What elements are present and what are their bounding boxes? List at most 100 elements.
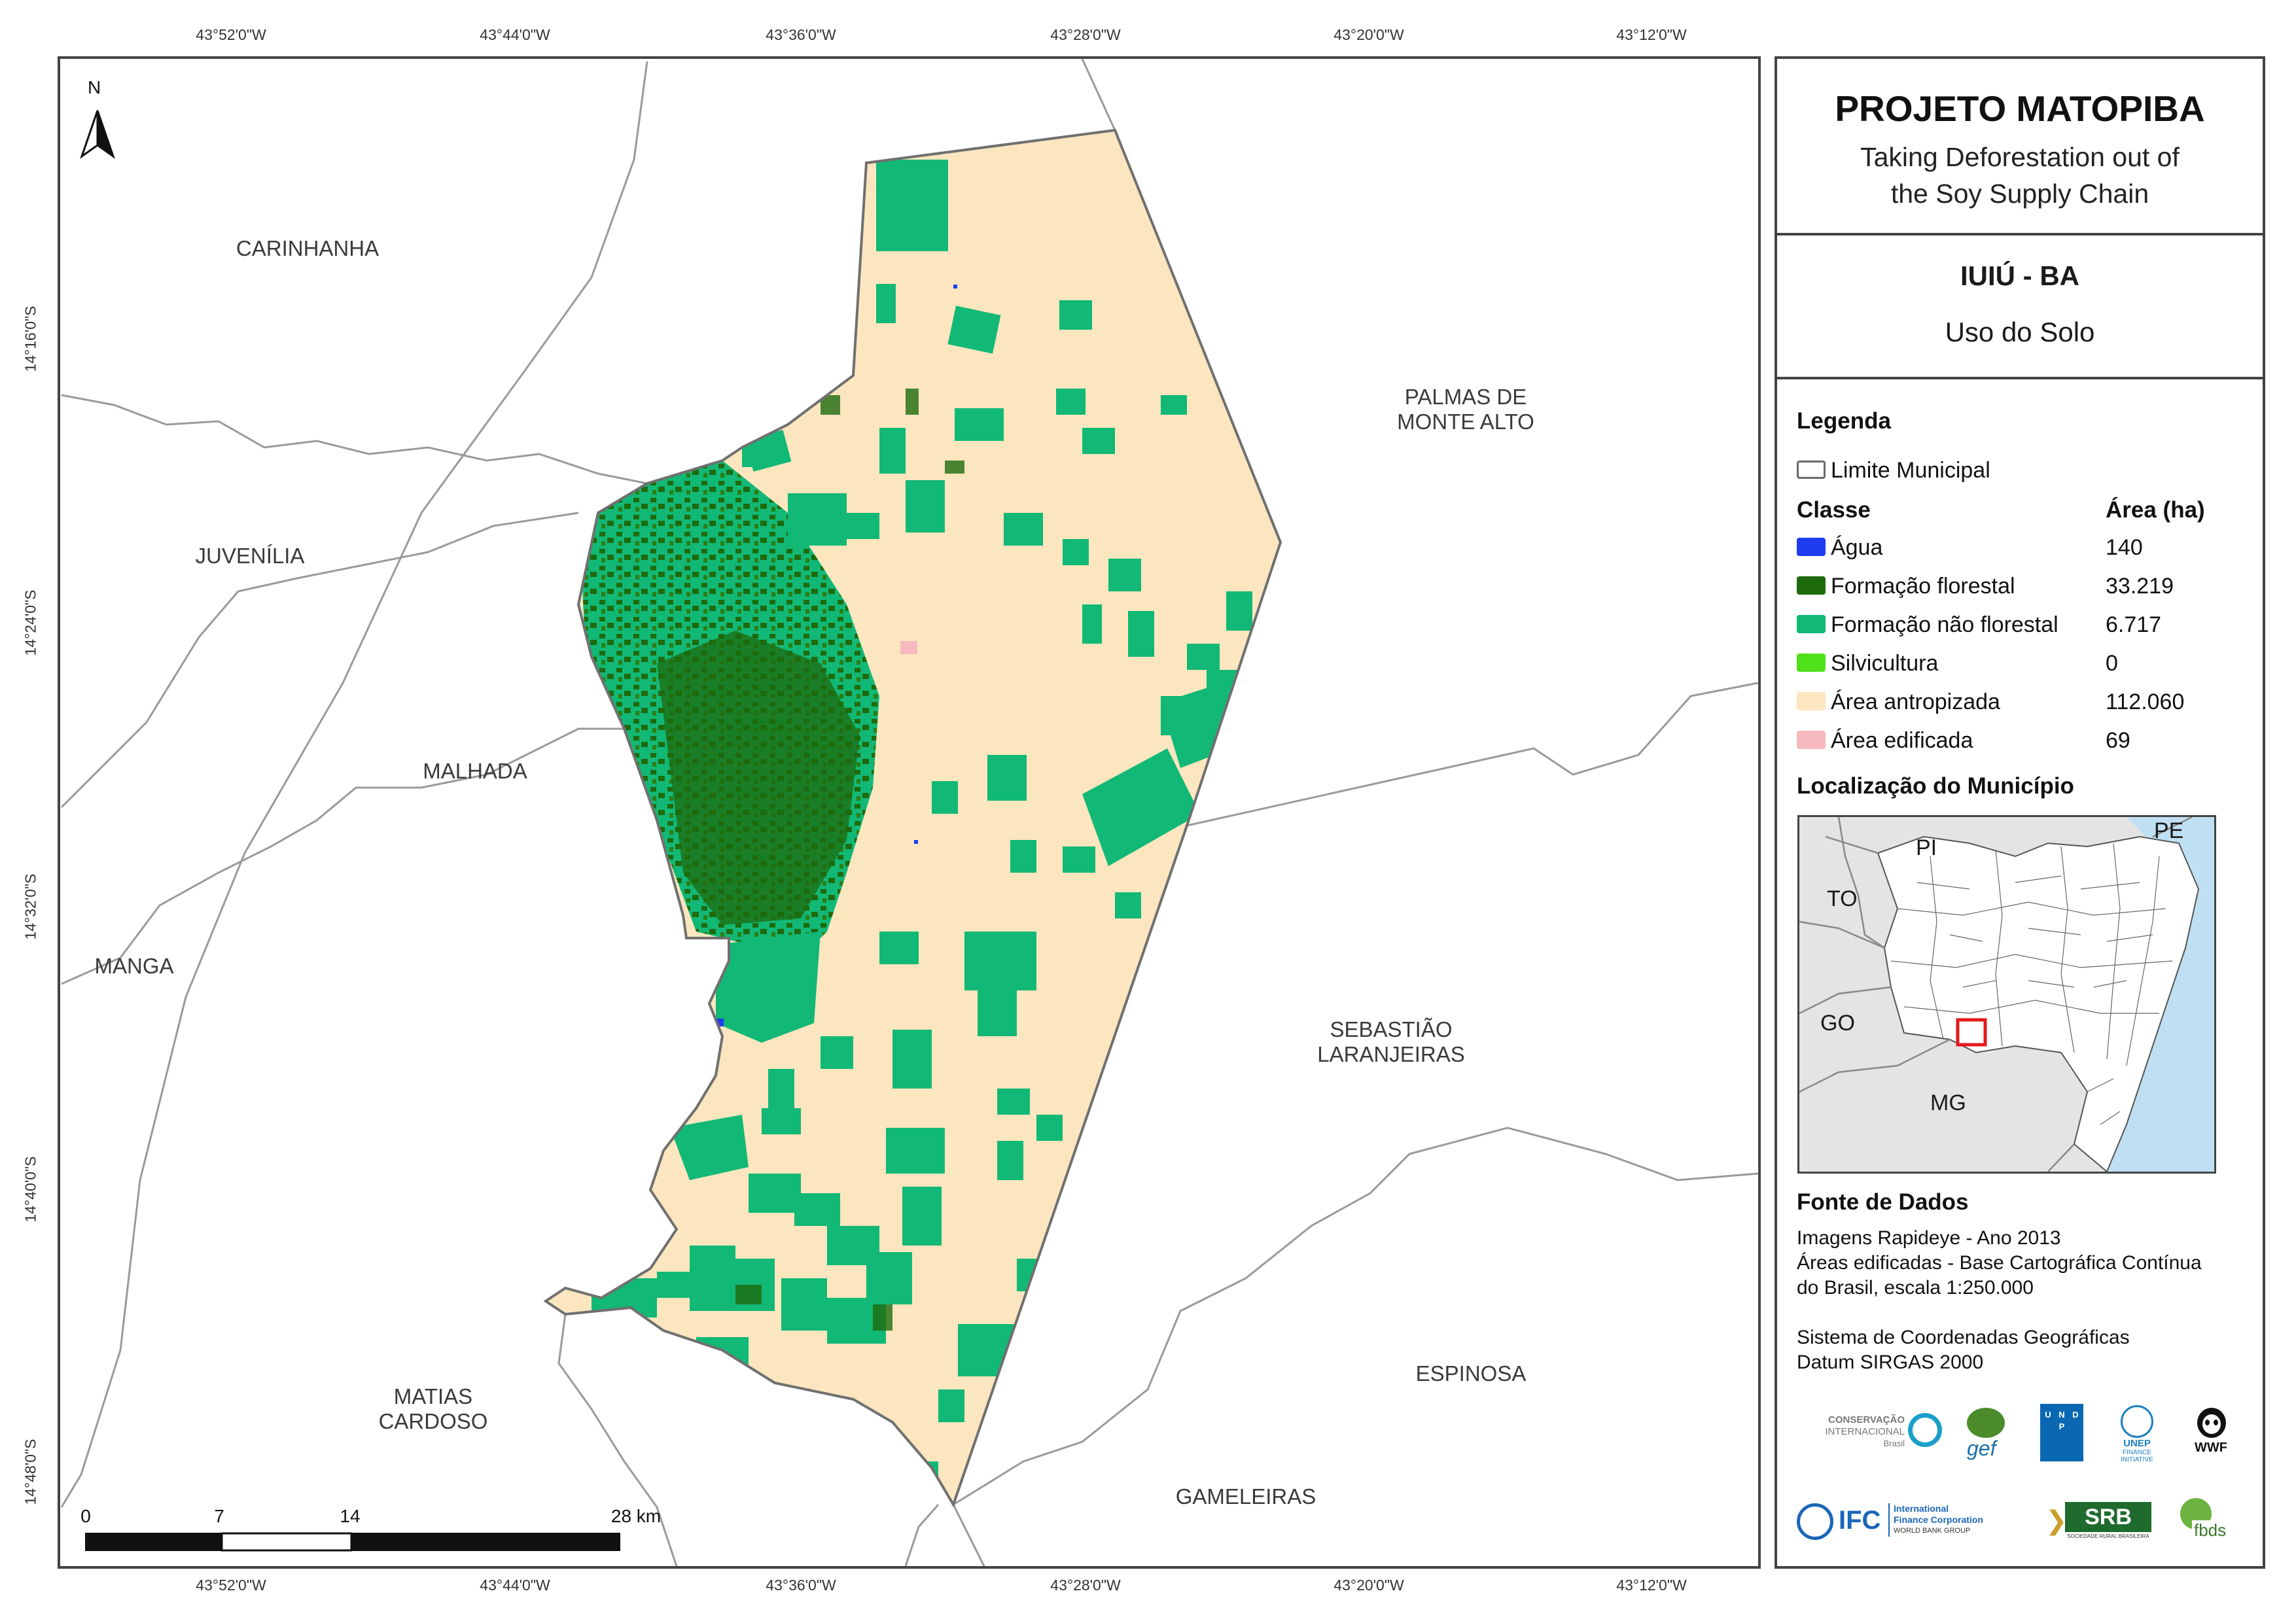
wwf-logo: WWF bbox=[2188, 1405, 2234, 1456]
locator-map[interactable]: PI PE TO GO MG bbox=[1797, 815, 2216, 1174]
ci-logo-icon bbox=[1908, 1413, 1942, 1447]
label-malhada: MALHADA bbox=[423, 759, 527, 783]
lon-label-bottom-4: 43°28'0"W bbox=[1050, 1577, 1121, 1594]
ifc-logo-caption: International Finance Corporation WORLD … bbox=[1888, 1503, 1983, 1537]
map-theme: Uso do Solo bbox=[1945, 317, 2095, 347]
lon-label-bottom-6: 43°12'0"W bbox=[1616, 1577, 1687, 1594]
gef-logo: gef bbox=[1960, 1408, 2013, 1460]
lon-label-top-6: 43°12'0"W bbox=[1616, 26, 1687, 43]
unep-logo-text-1: UNEP bbox=[2123, 1438, 2151, 1449]
locator-map-canvas bbox=[1799, 817, 2214, 1172]
globe-icon bbox=[1967, 1408, 2005, 1438]
silviculture-swatch bbox=[1797, 654, 1826, 672]
map-canvas bbox=[60, 59, 1758, 1566]
gef-logo-text: gef bbox=[1967, 1437, 1996, 1460]
ci-logo: CONSERVAÇÃO INTERNACIONAL Brasil bbox=[1797, 1414, 1905, 1450]
forest-swatch bbox=[1797, 576, 1826, 595]
anthropized-swatch bbox=[1797, 692, 1826, 710]
legend-item-value: 0 bbox=[2106, 651, 2118, 676]
label-sebastiao-laranjeiras: SEBASTIÃO LARANJEIRAS bbox=[1317, 1017, 1465, 1066]
source-line-5: Datum SIRGAS 2000 bbox=[1797, 1352, 1984, 1373]
municipality-name: IUIÚ - BA bbox=[1960, 260, 2079, 291]
municipality-panel: IUIÚ - BA Uso do Solo bbox=[1775, 233, 2265, 379]
project-title: PROJETO MATOPIBA bbox=[1835, 88, 2205, 129]
map-frame[interactable]: N CARINHANHA JUVENÍLIA MALHADA MANGA MAT… bbox=[58, 56, 1761, 1569]
unep-logo-text-3: INITIATIVE bbox=[2121, 1456, 2153, 1463]
source-line-2: Áreas edificadas - Base Cartográfica Con… bbox=[1797, 1252, 2202, 1274]
unep-logo-text-2: FINANCE bbox=[2123, 1449, 2151, 1456]
legend-item-value: 140 bbox=[2106, 535, 2143, 560]
scale-label-28: 28 km bbox=[610, 1506, 662, 1526]
label-matias-cardoso: MATIAS CARDOSO bbox=[378, 1384, 488, 1433]
legend-item-value: 6.717 bbox=[2106, 612, 2162, 637]
scale-label-14: 14 bbox=[340, 1506, 361, 1526]
lon-label-top-2: 43°44'0"W bbox=[480, 26, 550, 43]
locator-label-pe: PE bbox=[2154, 818, 2184, 843]
lon-label-bottom-5: 43°20'0"W bbox=[1333, 1577, 1404, 1594]
area-header: Área (ha) bbox=[2106, 497, 2205, 523]
north-arrow-icon bbox=[80, 110, 115, 159]
project-subtitle-1: Taking Deforestation out of bbox=[1860, 142, 2180, 172]
wwf-logo-text: WWF bbox=[2195, 1440, 2227, 1455]
lon-label-top-3: 43°36'0"W bbox=[766, 26, 836, 43]
legend-item-label: Silvicultura bbox=[1831, 651, 1939, 676]
lat-label-4: 14°40'0"S bbox=[22, 1156, 39, 1223]
scale-label-7: 7 bbox=[214, 1506, 224, 1526]
ifc-caption-2: Finance Corporation bbox=[1894, 1514, 1983, 1525]
undp-logo-text: U N D P bbox=[2045, 1410, 2079, 1431]
lat-label-1: 14°16'0"S bbox=[22, 305, 39, 372]
locator-label-pi: PI bbox=[1916, 835, 1937, 860]
water-swatch bbox=[1797, 538, 1826, 556]
source-line-4: Sistema de Coordenadas Geográficas bbox=[1797, 1327, 2130, 1348]
unep-logo: UNEP FINANCE INITIATIVE bbox=[2111, 1405, 2163, 1463]
lon-label-top-4: 43°28'0"W bbox=[1050, 26, 1121, 43]
fbds-logo-text: fbds bbox=[2192, 1520, 2229, 1541]
unep-emblem-icon bbox=[2121, 1405, 2153, 1438]
lon-label-bottom-1: 43°52'0"W bbox=[196, 1577, 266, 1594]
locator-label-mg: MG bbox=[1930, 1091, 1966, 1115]
legend-item-value: 112.060 bbox=[2106, 689, 2185, 714]
lon-label-bottom-3: 43°36'0"W bbox=[766, 1577, 836, 1594]
lat-label-2: 14°24'0"S bbox=[22, 589, 39, 656]
legend-item-label: Área antropizada bbox=[1831, 689, 2000, 714]
lon-label-top-1: 43°52'0"W bbox=[196, 26, 266, 43]
srb-wheat-icon: ❯ bbox=[2045, 1507, 2068, 1535]
class-header: Classe bbox=[1797, 497, 1871, 523]
project-subtitle-2: the Soy Supply Chain bbox=[1890, 179, 2149, 209]
neighbor-boundaries bbox=[60, 59, 1758, 1566]
source-line-3: do Brasil, escala 1:250.000 bbox=[1797, 1277, 2034, 1299]
nonforest-swatch bbox=[1797, 615, 1826, 633]
legend-item-label: Formação não florestal bbox=[1831, 612, 2058, 637]
legend-item-value: 33.219 bbox=[2106, 574, 2174, 599]
ifc-logo-text: IFC bbox=[1839, 1506, 1881, 1535]
legend-title: Legenda bbox=[1797, 408, 1891, 434]
location-title: Localização do Município bbox=[1797, 773, 2074, 799]
lat-label-3: 14°32'0"S bbox=[22, 873, 39, 940]
title-panel: PROJETO MATOPIBA Taking Deforestation ou… bbox=[1775, 56, 2265, 236]
locator-label-to: TO bbox=[1827, 886, 1858, 911]
built-swatch bbox=[1797, 731, 1826, 749]
legend-item-label: Água bbox=[1831, 535, 1883, 560]
sources-title: Fonte de Dados bbox=[1797, 1189, 1969, 1215]
boundary-label: Limite Municipal bbox=[1831, 458, 1990, 483]
label-espinosa: ESPINOSA bbox=[1415, 1361, 1527, 1386]
srb-logo: SRB bbox=[2065, 1502, 2151, 1532]
legend-item-label: Área edificada bbox=[1831, 728, 1973, 753]
boundary-swatch bbox=[1797, 461, 1826, 479]
label-manga: MANGA bbox=[94, 954, 174, 978]
ci-logo-text-2: INTERNACIONAL bbox=[1825, 1426, 1905, 1437]
label-gameleiras: GAMELEIRAS bbox=[1175, 1484, 1316, 1509]
scale-bar bbox=[85, 1532, 620, 1552]
ci-logo-text-3: Brasil bbox=[1883, 1439, 1905, 1448]
lat-label-5: 14°48'0"S bbox=[22, 1439, 39, 1505]
ifc-caption-1: International bbox=[1894, 1503, 1949, 1514]
ifc-globe-icon bbox=[1797, 1503, 1833, 1540]
source-line-1: Imagens Rapideye - Ano 2013 bbox=[1797, 1227, 2061, 1249]
scale-label-0: 0 bbox=[80, 1506, 91, 1526]
ifc-caption-3: WORLD BANK GROUP bbox=[1894, 1527, 1971, 1535]
srb-logo-caption: SOCIEDADE RURAL BRASILEIRA bbox=[2067, 1533, 2149, 1539]
ci-logo-text-1: CONSERVAÇÃO bbox=[1828, 1414, 1905, 1425]
undp-logo: U N D P bbox=[2040, 1404, 2083, 1461]
lon-label-top-5: 43°20'0"W bbox=[1333, 26, 1404, 43]
north-label: N bbox=[88, 77, 101, 97]
